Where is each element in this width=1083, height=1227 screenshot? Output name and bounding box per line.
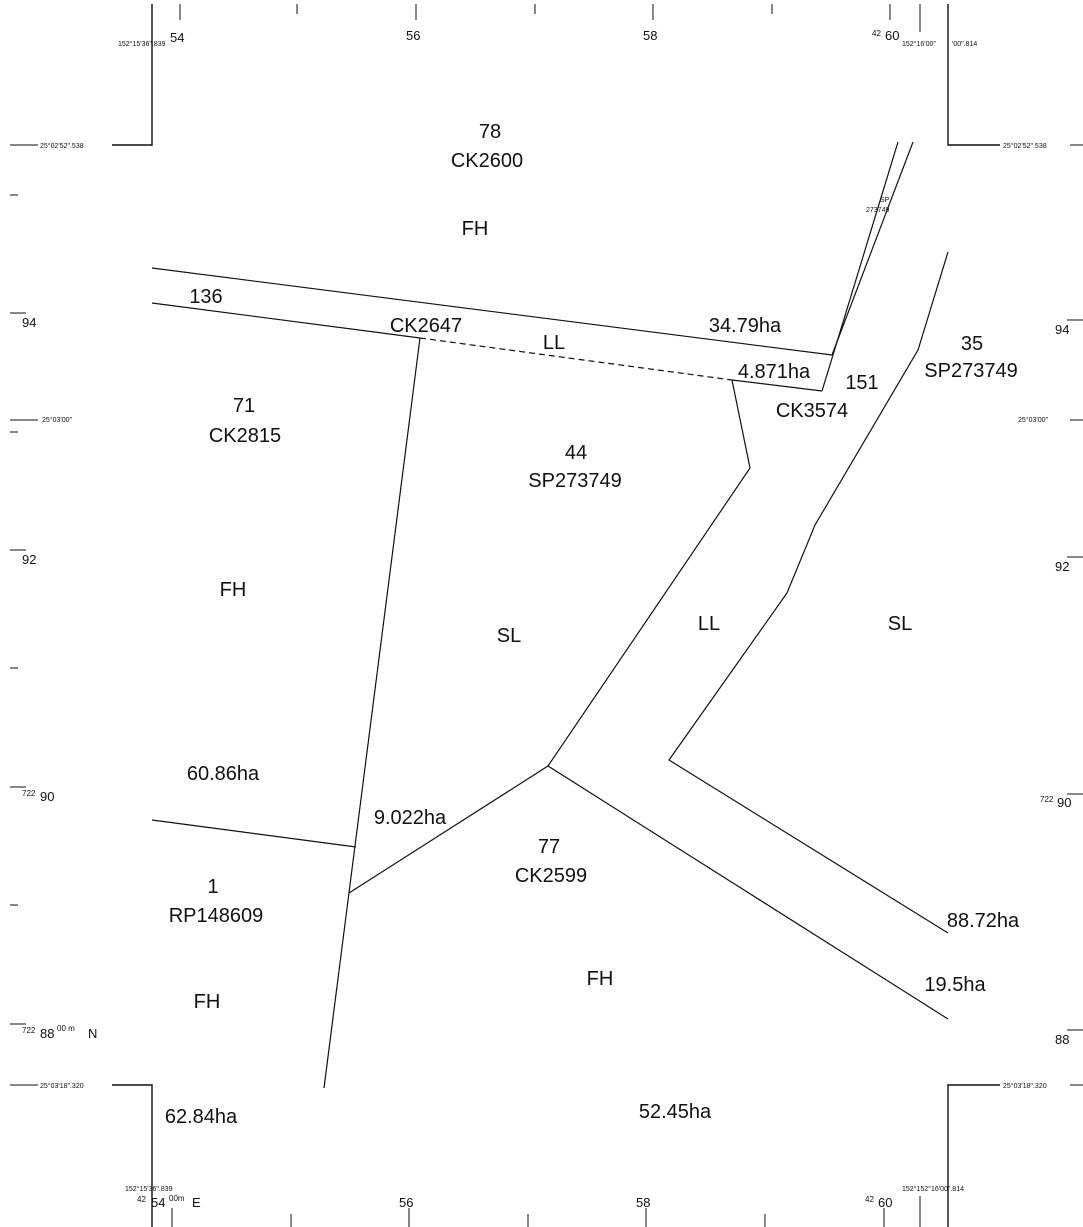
top-right-longitude-b: '00".814: [952, 41, 977, 48]
lot-78-tenure: FH: [462, 218, 489, 240]
lot-136-plan: CK2647: [390, 315, 462, 337]
easting-bottom-suffix: 00m: [169, 1194, 185, 1203]
bottom-left-longitude: 152°15'36".839: [125, 1185, 173, 1193]
lot-44-area: 9.022ha: [374, 807, 447, 829]
easting-top-58: 58: [643, 28, 657, 43]
northing-left-prefix-90: 722: [22, 789, 36, 798]
lot-44-east-boundary: [547, 379, 751, 767]
lot-35-area: 88.72ha: [947, 910, 1020, 932]
lot-78-plan: CK2600: [451, 150, 523, 172]
lot-77-area-2: 19.5ha: [924, 974, 986, 996]
lot-77-tenure: FH: [587, 968, 614, 990]
latitude-mid-left: 25°03'00": [42, 416, 72, 424]
northing-right-88: 88: [1055, 1032, 1069, 1047]
lot-1-tenure: FH: [194, 991, 221, 1013]
lot-77-area: 52.45ha: [639, 1101, 712, 1123]
easting-bottom-58: 58: [636, 1195, 650, 1210]
parcel-boundaries: [151, 141, 949, 1089]
latitude-top-right: 25°02'52".538: [1003, 142, 1047, 150]
lot-71-number: 71: [233, 395, 255, 417]
latitude-bottom-right: 25°03'18".320: [1003, 1082, 1047, 1090]
lot-1-number: 1: [207, 876, 218, 898]
northing-unit: N: [88, 1026, 97, 1041]
lot-151-plan: CK3574: [776, 400, 848, 422]
lot-136-area-2: 4.871ha: [738, 361, 811, 383]
easting-bottom-54: 54: [151, 1195, 165, 1210]
top-tick-marks: [179, 4, 921, 32]
top-right-longitude-a: 152°16'00": [902, 40, 936, 48]
easting-unit: E: [192, 1195, 201, 1210]
latitude-bottom-left: 25°03'18".320: [40, 1082, 84, 1090]
northing-left-suffix: 00 m: [57, 1024, 75, 1033]
lot-77-plan: CK2599: [515, 865, 587, 887]
northing-left-94: 94: [22, 315, 36, 330]
latitude-mid-right: 25°03'00": [1018, 416, 1048, 424]
northing-left-90: 90: [40, 789, 54, 804]
northing-right-prefix-90: 722: [1040, 795, 1054, 804]
lot-71-44-boundary: [323, 337, 421, 1089]
road-tenure: LL: [698, 613, 720, 635]
road-diagonal-east: [831, 141, 914, 356]
latitude-top-left: 25°02'52".538: [40, 142, 84, 150]
easement-label: SP 273749: [866, 197, 890, 214]
lot-44-plan: SP273749: [528, 470, 621, 492]
bottom-right-longitude: 152°152°16'00".814: [902, 1185, 964, 1193]
lot-136-area: 34.79ha: [709, 315, 782, 337]
road-136-north-boundary: [151, 267, 833, 356]
lot-78-number: 78: [479, 121, 501, 143]
lot-35-west-boundary: [668, 251, 949, 934]
road-136-dashed-boundary: [419, 337, 733, 381]
side-tick-marks: [10, 194, 1083, 1031]
northing-left-92: 92: [22, 552, 36, 567]
top-left-longitude: 152°15'36".839: [118, 40, 166, 48]
lot-44-number: 44: [565, 442, 587, 464]
svg-text:273749: 273749: [866, 207, 889, 214]
easting-top-60: 60: [885, 28, 899, 43]
easting-top-prefix: 42: [872, 29, 881, 38]
easting-bottom-56: 56: [399, 1195, 413, 1210]
svg-text:SP: SP: [880, 197, 890, 204]
lot-71-area: 60.86ha: [187, 763, 260, 785]
lot-35-number: 35: [961, 333, 983, 355]
road-diagonal-west: [821, 141, 899, 392]
parcel-labels: 78 CK2600 FH 136 CK2647 LL 34.79ha 4.871…: [165, 121, 1020, 1128]
lot-35-plan: SP273749: [924, 360, 1017, 382]
easting-bottom-prefix-54: 42: [137, 1195, 146, 1204]
northing-left-prefix-88: 722: [22, 1026, 36, 1035]
lot-44-south-boundary: [348, 765, 949, 1020]
frame-corners: [10, 4, 1083, 1227]
lot-136-number: 136: [189, 286, 222, 308]
northing-right-90: 90: [1057, 795, 1071, 810]
northing-right-94: 94: [1055, 322, 1069, 337]
lot-151-number: 151: [845, 372, 878, 394]
lot-71-plan: CK2815: [209, 425, 281, 447]
lot-71-1-boundary: [151, 819, 357, 848]
easting-bottom-prefix-60: 42: [865, 1195, 874, 1204]
easting-top-56: 56: [406, 28, 420, 43]
easting-bottom-60: 60: [878, 1195, 892, 1210]
northing-right-92: 92: [1055, 559, 1069, 574]
northing-left-88: 88: [40, 1026, 54, 1041]
lot-136-tenure: LL: [543, 332, 565, 354]
road-136-south-boundary: [151, 302, 421, 339]
lot-77-number: 77: [538, 836, 560, 858]
lot-35-tenure: SL: [888, 613, 912, 635]
lot-71-tenure: FH: [220, 579, 247, 601]
grid-labels: 54 56 58 42 60 152°15'36".839 152°16'00"…: [22, 28, 1071, 1210]
lot-1-area: 62.84ha: [165, 1106, 238, 1128]
easting-top-54: 54: [170, 30, 184, 45]
lot-1-plan: RP148609: [169, 905, 264, 927]
bottom-tick-marks: [171, 1196, 921, 1227]
lot-44-tenure: SL: [497, 625, 521, 647]
